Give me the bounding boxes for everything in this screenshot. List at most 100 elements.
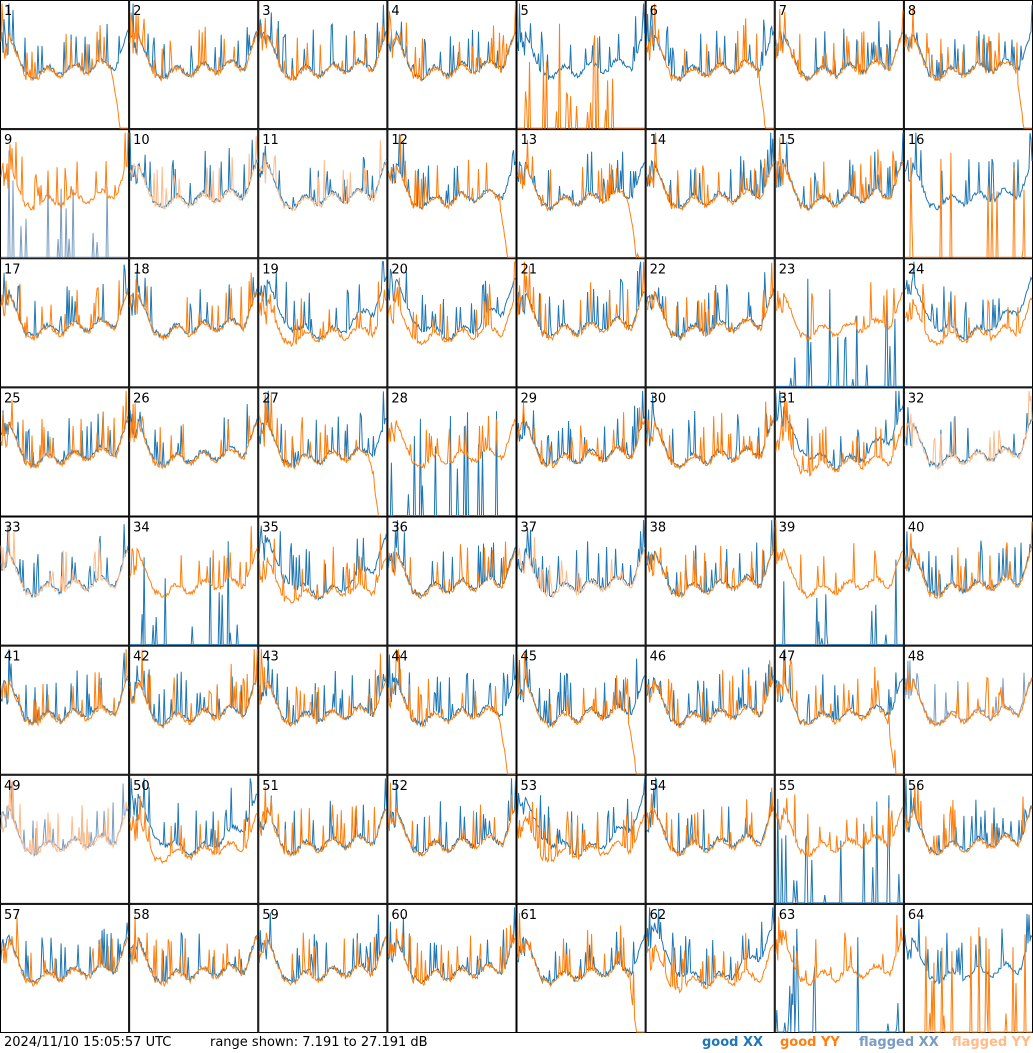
yy-series-line (517, 649, 645, 775)
panel-label: 52 (391, 779, 408, 794)
panel-label: 8 (908, 4, 916, 19)
panel-label: 49 (4, 779, 21, 794)
yy-series-line (129, 12, 258, 82)
panel-label: 35 (262, 521, 279, 536)
panel-label: 45 (521, 650, 538, 665)
panel-43: 43 (258, 645, 388, 775)
panel-frame (129, 516, 259, 646)
yy-series-line (646, 787, 775, 857)
panel-22: 22 (645, 258, 775, 388)
xx-series-line (129, 778, 258, 858)
panel-12: 12 (387, 129, 517, 259)
yy-series-line (775, 650, 903, 775)
panel-18: 18 (129, 258, 259, 388)
legend-good-yy: good YY (780, 1035, 840, 1050)
panel-label: 33 (4, 521, 21, 536)
panel-label: 29 (521, 391, 538, 406)
yy-series-line (646, 132, 775, 212)
yy-series-line (258, 932, 387, 986)
xx-series-line (775, 928, 903, 1033)
panel-label: 54 (650, 779, 667, 794)
panel-47: 47 (774, 645, 904, 775)
yy-series-line (0, 280, 129, 341)
xx-series-line (0, 649, 129, 726)
panel-11: 11 (258, 129, 388, 259)
panel-9: 9 (0, 129, 130, 259)
range-shown: range shown: 7.191 to 27.191 dB (210, 1035, 428, 1050)
panel-label: 16 (908, 133, 925, 148)
panel-label: 1 (4, 4, 12, 19)
panel-38: 38 (645, 516, 775, 646)
panel-29: 29 (516, 387, 646, 517)
panel-10: 10 (129, 129, 259, 259)
panel-39: 39 (774, 516, 904, 646)
yy-series-line (388, 541, 516, 600)
yy-series-line (387, 134, 516, 258)
panel-25: 25 (0, 387, 130, 517)
panel-label: 17 (4, 262, 21, 277)
panel-frame (645, 0, 775, 130)
panel-label: 27 (262, 391, 279, 406)
xx-series-line (775, 559, 903, 646)
panel-frame (903, 516, 1033, 646)
xx-series-line (775, 278, 903, 387)
panel-4: 4 (387, 0, 517, 130)
panel-label: 24 (908, 262, 925, 277)
panel-label: 32 (908, 391, 925, 406)
panel-17: 17 (0, 258, 130, 388)
yy-series-line (387, 3, 516, 82)
panel-frame (387, 774, 517, 904)
panel-59: 59 (258, 903, 388, 1033)
panel-52: 52 (387, 774, 517, 904)
xx-series-line (1, 150, 129, 258)
timestamp: 2024/11/10 15:05:57 UTC (4, 1035, 172, 1050)
panel-33: 33 (0, 516, 130, 646)
footer-bar: 2024/11/10 15:05:57 UTC range shown: 7.1… (0, 1033, 1033, 1053)
yy-series-line (0, 390, 129, 469)
panel-label: 10 (133, 133, 150, 148)
panel-label: 46 (650, 650, 667, 665)
yy-series-line (904, 670, 1033, 728)
yy-series-line (517, 537, 646, 598)
yy-series-line (775, 914, 904, 987)
xx-series-line (129, 132, 258, 208)
xx-series-line (517, 931, 646, 986)
yy-series-line (646, 932, 774, 994)
panel-label: 37 (521, 521, 538, 536)
panel-label: 47 (779, 650, 796, 665)
xx-series-line (517, 3, 646, 80)
panel-58: 58 (129, 903, 259, 1033)
panel-frame (645, 387, 775, 517)
panel-label: 18 (133, 262, 150, 277)
panel-frame (645, 258, 775, 388)
yy-series-line (646, 3, 774, 129)
yy-series-line (904, 783, 1033, 856)
panel-40: 40 (903, 516, 1033, 646)
panel-51: 51 (258, 774, 388, 904)
yy-series-line (0, 649, 129, 727)
xx-series-line (387, 268, 516, 342)
panel-label: 42 (133, 650, 150, 665)
panel-frame (387, 129, 517, 259)
yy-series-line (387, 261, 516, 346)
yy-series-line (904, 390, 1033, 471)
panel-label: 48 (908, 650, 925, 665)
panel-frame (774, 516, 904, 646)
xx-series-line (129, 932, 258, 985)
panel-label: 60 (391, 908, 408, 923)
panel-frame (516, 129, 646, 259)
panel-label: 22 (650, 262, 667, 277)
panel-5: 5 (516, 0, 646, 130)
panel-label: 12 (391, 133, 408, 148)
panel-36: 36 (387, 516, 517, 646)
panel-60: 60 (387, 903, 517, 1033)
panel-32: 32 (903, 387, 1033, 517)
panel-label: 51 (262, 779, 279, 794)
yy-series-line (129, 526, 258, 598)
panel-label: 19 (262, 262, 279, 277)
yy-series-line (904, 521, 1033, 600)
yy-series-line (387, 782, 516, 857)
panel-1: 1 (0, 0, 130, 130)
panel-label: 63 (779, 908, 796, 923)
yy-series-line (904, 152, 1032, 258)
